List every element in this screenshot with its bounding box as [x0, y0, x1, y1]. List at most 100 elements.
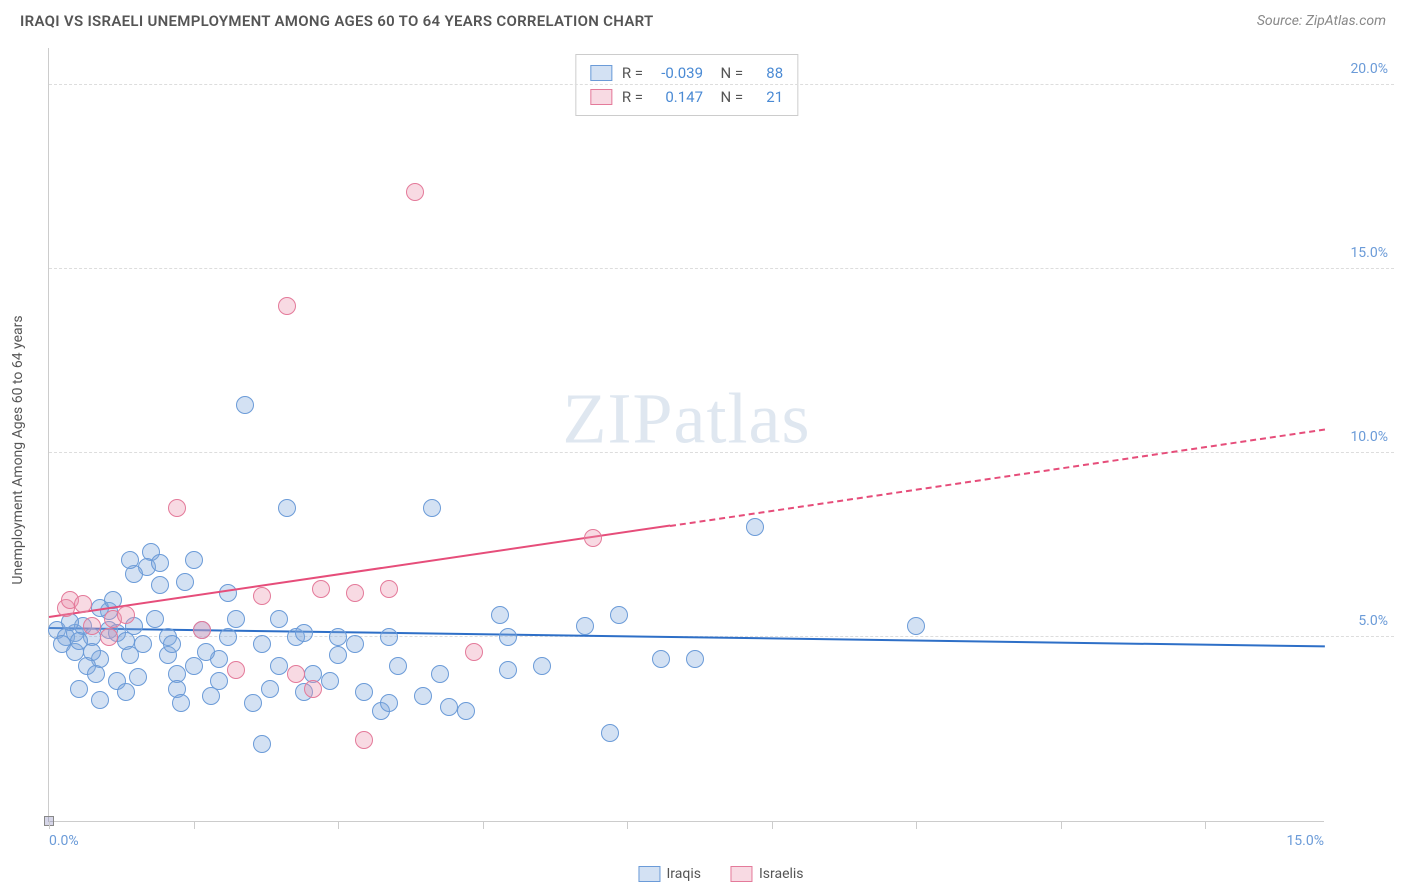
r-value: 0.147 — [653, 85, 703, 109]
watermark: ZIPatlas — [563, 378, 811, 461]
r-label: R = — [622, 85, 643, 109]
scatter-point — [117, 606, 135, 624]
scatter-point — [380, 694, 398, 712]
scatter-point — [355, 683, 373, 701]
scatter-point — [380, 628, 398, 646]
source-attribution: Source: ZipAtlas.com — [1257, 13, 1386, 29]
n-label: N = — [713, 85, 743, 109]
plot-area: ZIPatlas R =-0.039 N =88R =0.147 N =21 5… — [48, 48, 1324, 822]
x-tick — [194, 821, 195, 829]
watermark-bold: ZIP — [563, 379, 674, 459]
scatter-point — [440, 698, 458, 716]
scatter-point — [270, 610, 288, 628]
x-tick — [483, 821, 484, 829]
scatter-point — [491, 606, 509, 624]
y-tick-label: 15.0% — [1350, 245, 1388, 261]
scatter-point — [423, 499, 441, 517]
legend-item: Israelis — [731, 866, 804, 882]
scatter-point — [129, 668, 147, 686]
x-tick — [772, 821, 773, 829]
scatter-point — [219, 584, 237, 602]
scatter-point — [261, 680, 279, 698]
legend-swatch — [590, 65, 612, 81]
r-value: -0.039 — [653, 61, 703, 85]
scatter-point — [499, 628, 517, 646]
scatter-point — [121, 551, 139, 569]
x-tick — [1205, 821, 1206, 829]
n-value: 21 — [753, 85, 783, 109]
scatter-point — [431, 665, 449, 683]
scatter-point — [278, 499, 296, 517]
legend-label: Iraqis — [666, 866, 700, 882]
y-tick-label: 10.0% — [1350, 429, 1388, 445]
y-axis-label: Unemployment Among Ages 60 to 64 years — [10, 315, 26, 584]
legend-item: Iraqis — [638, 866, 700, 882]
scatter-point — [91, 691, 109, 709]
scatter-point — [576, 617, 594, 635]
scatter-point — [151, 554, 169, 572]
scatter-point — [278, 297, 296, 315]
n-value: 88 — [753, 61, 783, 85]
scatter-point — [346, 584, 364, 602]
scatter-point — [227, 610, 245, 628]
watermark-light: atlas — [674, 379, 811, 459]
stats-row: R = -0.039 N = 88 — [590, 61, 783, 85]
scatter-point — [329, 646, 347, 664]
x-tick — [1061, 821, 1062, 829]
scatter-point — [227, 661, 245, 679]
scatter-point — [193, 621, 211, 639]
scatter-point — [584, 529, 602, 547]
scatter-point — [253, 635, 271, 653]
scatter-point — [168, 499, 186, 517]
r-label: R = — [622, 61, 643, 85]
scatter-point — [380, 580, 398, 598]
scatter-point — [244, 694, 262, 712]
scatter-point — [185, 551, 203, 569]
scatter-point — [312, 580, 330, 598]
scatter-point — [329, 628, 347, 646]
scatter-point — [70, 632, 88, 650]
scatter-point — [457, 702, 475, 720]
scatter-point — [151, 576, 169, 594]
trend-line — [49, 627, 1325, 647]
scatter-point — [236, 396, 254, 414]
y-tick-label: 5.0% — [1358, 613, 1388, 629]
gridline-h — [49, 84, 1394, 85]
scatter-point — [87, 665, 105, 683]
scatter-point — [210, 672, 228, 690]
scatter-point — [499, 661, 517, 679]
correlation-stats-box: R = -0.039 N = 88 R = 0.147 N = 21 — [575, 54, 798, 116]
x-tick — [627, 821, 628, 829]
scatter-point — [83, 617, 101, 635]
scatter-point — [121, 646, 139, 664]
x-tick-label: 15.0% — [1286, 833, 1324, 849]
scatter-point — [652, 650, 670, 668]
scatter-point — [746, 518, 764, 536]
scatter-point — [253, 587, 271, 605]
legend-label: Israelis — [759, 866, 804, 882]
scatter-point — [197, 643, 215, 661]
scatter-point — [907, 617, 925, 635]
scatter-point — [74, 595, 92, 613]
series-legend: Iraqis Israelis — [638, 866, 803, 882]
x-tick — [916, 821, 917, 829]
scatter-point — [253, 735, 271, 753]
scatter-point — [117, 683, 135, 701]
scatter-point — [172, 694, 190, 712]
n-label: N = — [713, 61, 743, 85]
trend-line-extrapolated — [670, 428, 1325, 526]
scatter-point — [304, 680, 322, 698]
x-tick — [49, 821, 50, 829]
scatter-point — [389, 657, 407, 675]
stats-row: R = 0.147 N = 21 — [590, 85, 783, 109]
scatter-point — [406, 183, 424, 201]
scatter-point — [100, 628, 118, 646]
legend-swatch — [731, 866, 753, 882]
scatter-point — [287, 665, 305, 683]
x-tick — [338, 821, 339, 829]
scatter-point — [163, 635, 181, 653]
chart-title: IRAQI VS ISRAELI UNEMPLOYMENT AMONG AGES… — [20, 12, 654, 30]
scatter-point — [219, 628, 237, 646]
gridline-h — [49, 268, 1394, 269]
scatter-point — [176, 573, 194, 591]
